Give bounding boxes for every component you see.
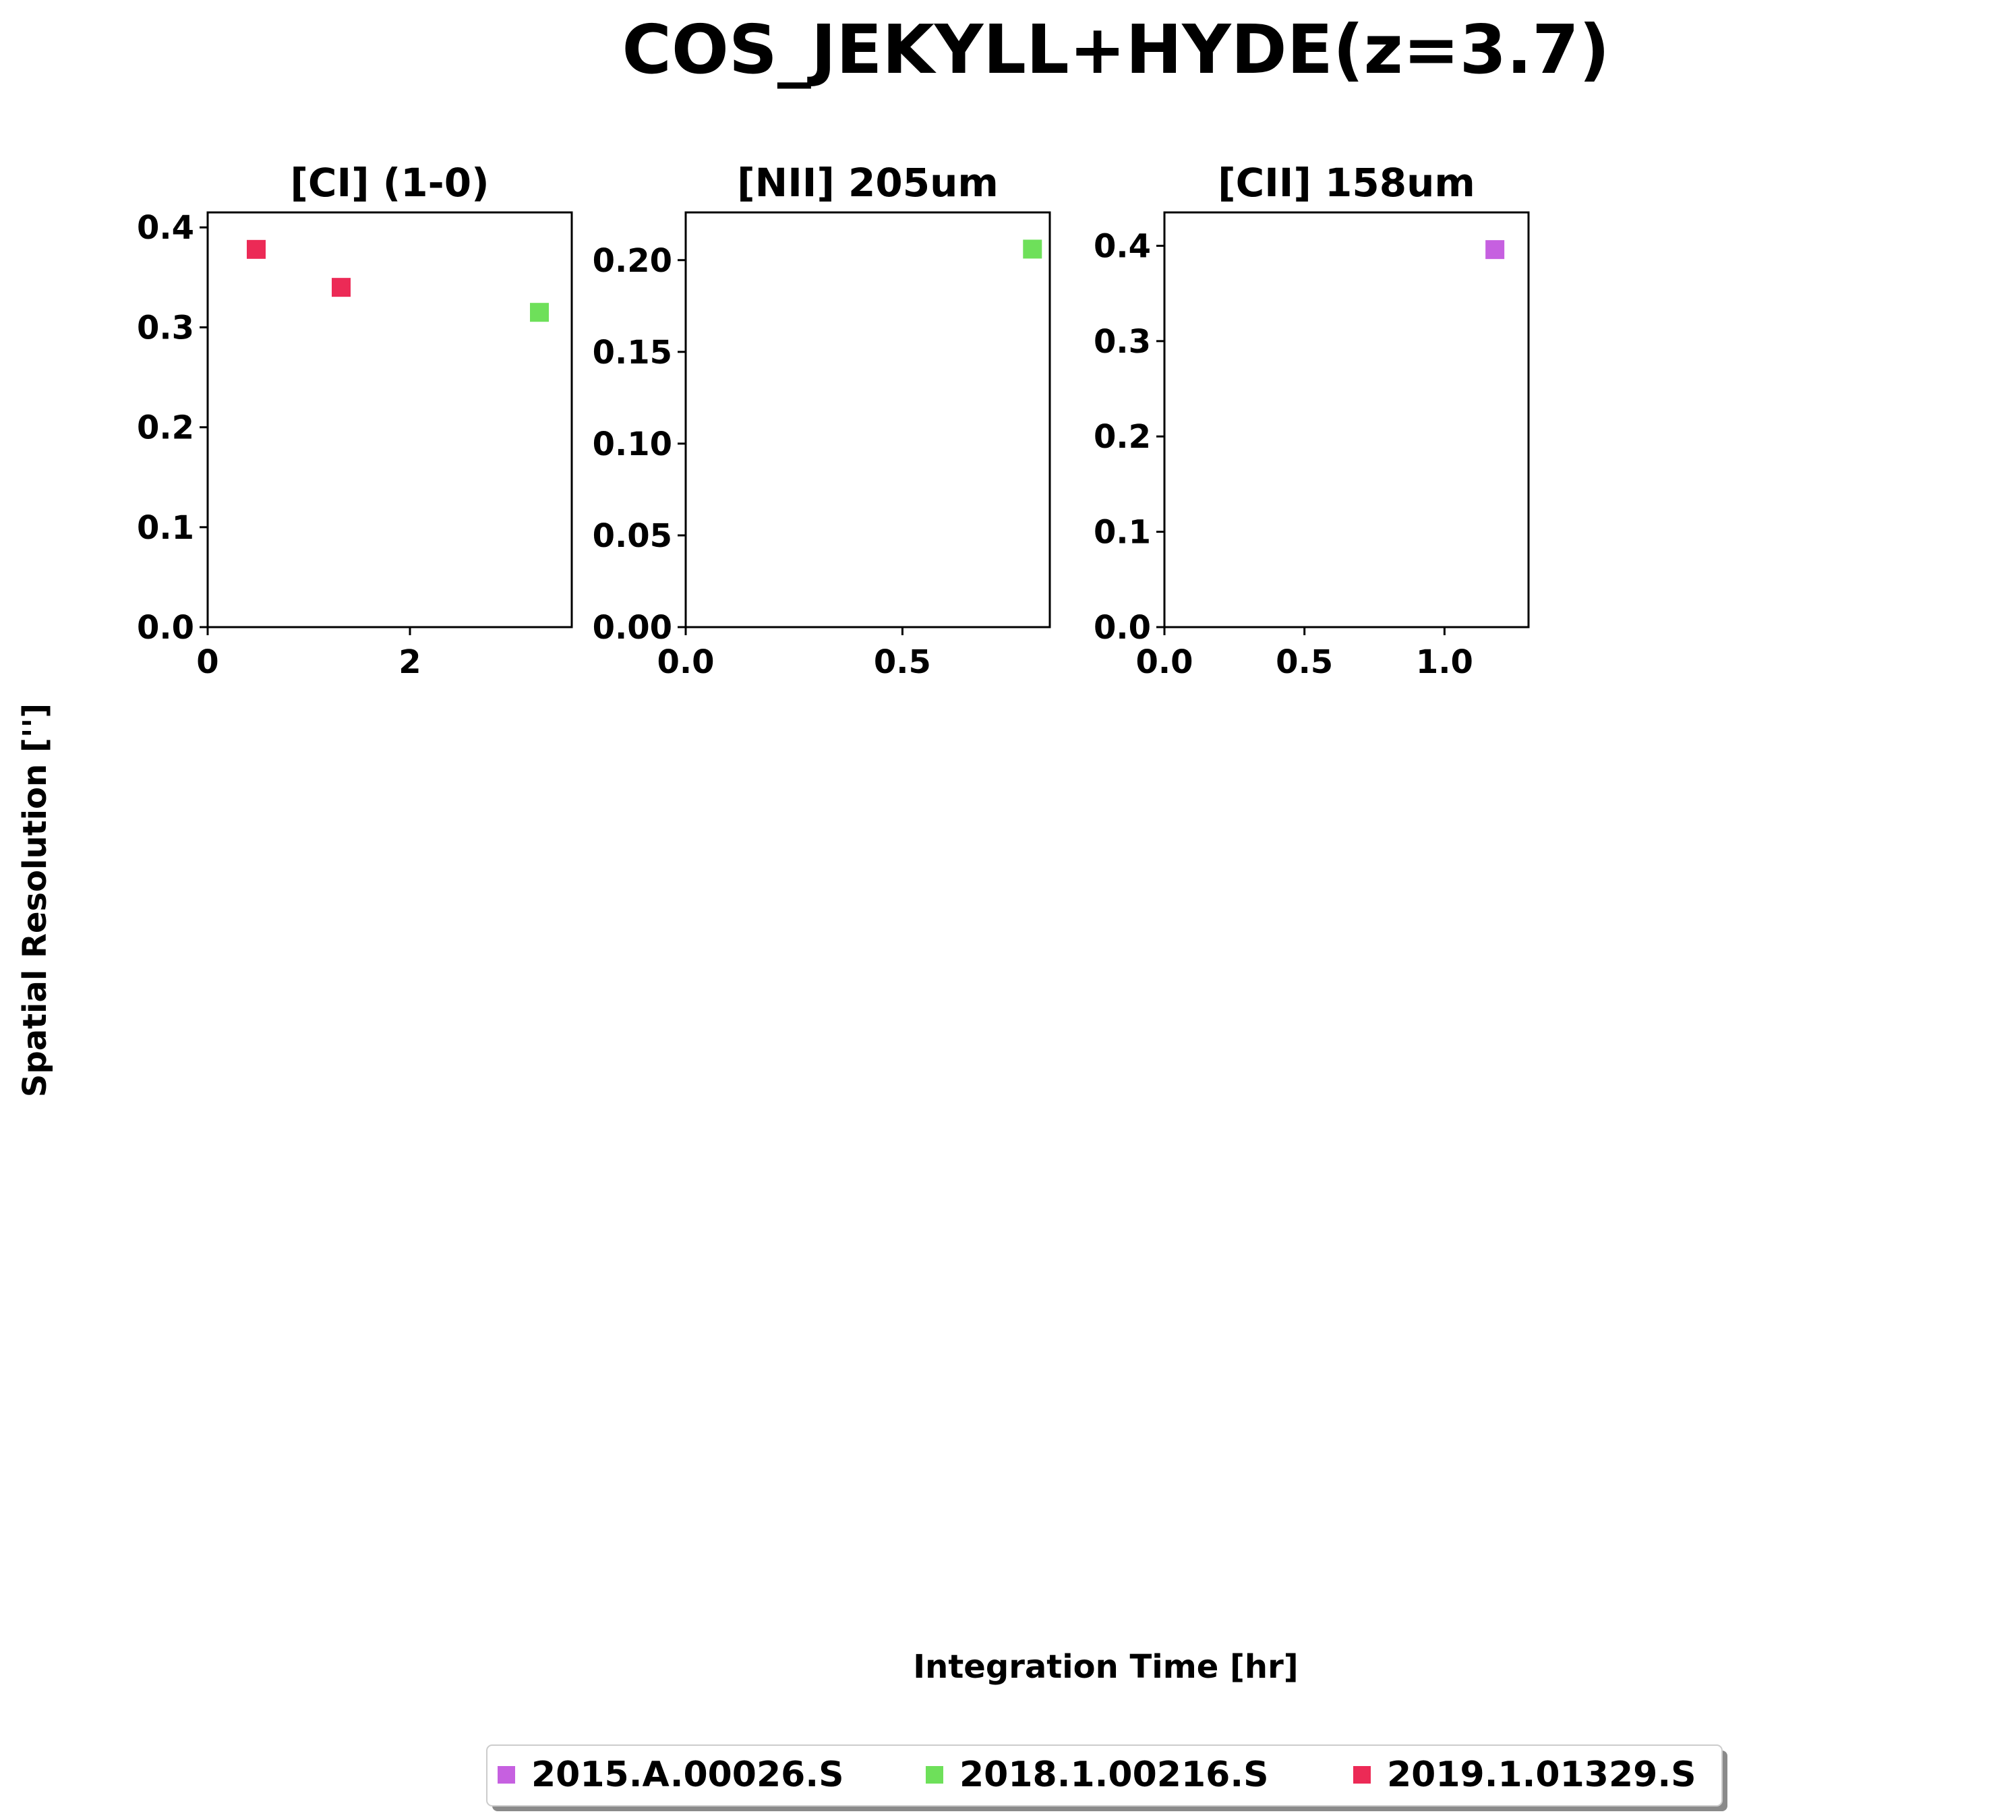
y-tick-label: 0.20 [593,242,672,280]
y-tick-label: 0.1 [1094,514,1151,552]
y-tick-label: 0.3 [1094,323,1151,361]
x-tick-label: 0.5 [1276,643,1333,681]
y-tick-label: 0.2 [137,409,194,447]
plot-frame [684,211,1051,628]
data-point [1023,239,1042,259]
y-axis-label: Spatial Resolution [''] [16,703,54,1097]
x-tick-label: 2 [398,643,421,681]
plot-frame [206,211,573,628]
y-tick-label: 0.00 [593,609,672,647]
subplots: [CI] (1-0) 0.0 0.1 0.2 0.3 0.4 0 2 [NII] 205um 0.… [137,160,1530,681]
data-point [247,239,266,259]
plot-frame [1163,211,1530,628]
y-tick-label: 0.1 [137,509,194,547]
x-axis-label: Integration Time [hr] [913,1648,1298,1686]
subplot-title: [CI] (1-0) [290,160,489,206]
legend-marker [926,1766,943,1784]
legend-box [486,1744,1723,1807]
subplot-3: [CII] 158um 0.0 0.1 0.2 0.3 0.4 0.0 0.5 1.0 [1094,160,1530,681]
legend-label: 2019.1.01329.S [1387,1755,1696,1795]
legend-items: 2015.A.00026.S 2018.1.00216.S 2019.1.01329… [498,1755,1696,1795]
subplot-2: [NII] 205um 0.00 0.05 0.10 0.15 0.20 0.0 0.5 [593,160,1051,681]
data-point [1485,240,1505,260]
data-point [332,278,351,297]
subplot-title: [CII] 158um [1218,160,1475,206]
y-tick-label: 0.3 [137,309,194,347]
figure-title: COS_JEKYLL+HYDE(z=3.7) [622,10,1609,89]
x-tick-label: 1.0 [1416,643,1473,681]
x-tick-label: 0 [196,643,218,681]
y-tick-label: 0.2 [1094,418,1151,456]
data-point [530,303,549,322]
y-tick-label: 0.10 [593,425,672,463]
y-tick-label: 0.4 [1094,227,1151,265]
y-tick-label: 0.0 [137,609,194,647]
legend-marker [498,1766,515,1784]
legend-item: 2015.A.00026.S [498,1755,844,1795]
subplot-title: [NII] 205um [737,160,999,206]
y-tick-label: 0.15 [593,334,672,372]
x-tick-label: 0.0 [1135,643,1193,681]
legend-label: 2018.1.00216.S [959,1755,1269,1795]
y-tick-label: 0.0 [1094,609,1151,647]
legend-marker [1353,1766,1371,1784]
legend: 2015.A.00026.S 2018.1.00216.S 2019.1.01329… [486,1744,1727,1811]
x-tick-label: 0.0 [657,643,714,681]
legend-item: 2019.1.01329.S [1353,1755,1696,1795]
legend-item: 2018.1.00216.S [926,1755,1269,1795]
y-tick-label: 0.05 [593,517,672,555]
y-tick-label: 0.4 [137,209,194,247]
subplot-1: [CI] (1-0) 0.0 0.1 0.2 0.3 0.4 0 2 [137,160,573,681]
x-tick-label: 0.5 [874,643,931,681]
legend-label: 2015.A.00026.S [531,1755,844,1795]
